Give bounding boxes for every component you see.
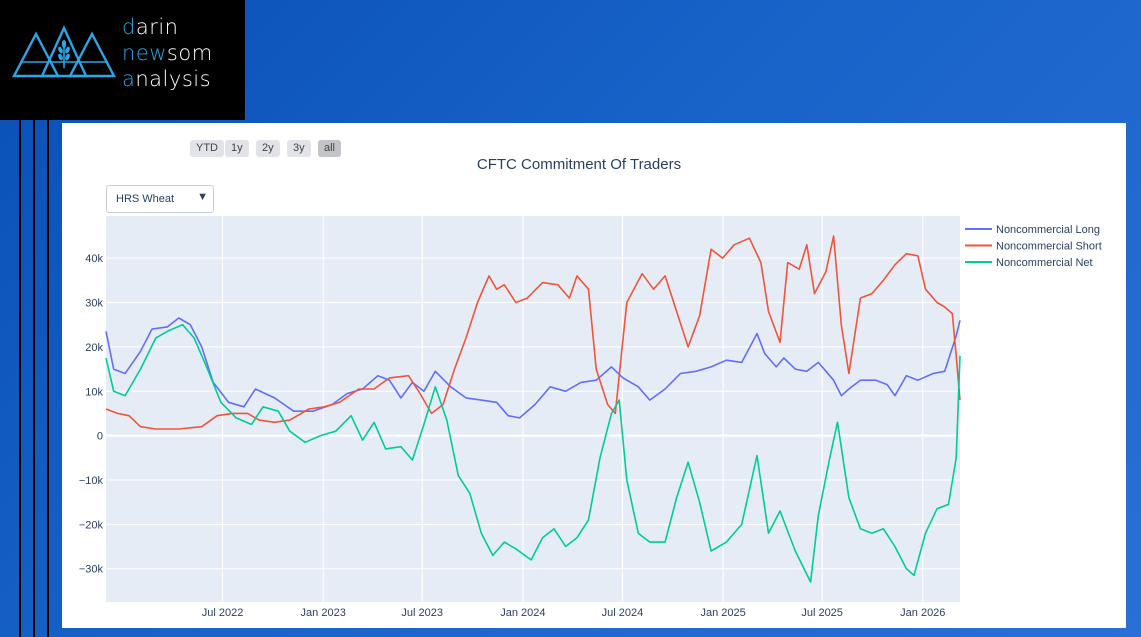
series-line-noncommercial-short[interactable]: [105, 235, 961, 430]
range-3y-button[interactable]: 3y: [287, 140, 311, 157]
x-tick-label: Jul 2024: [602, 607, 644, 619]
y-tick-label: 0: [97, 431, 103, 443]
legend-item-label[interactable]: Noncommercial Short: [996, 241, 1102, 253]
decorative-divider: [47, 120, 49, 637]
range-ytd-button[interactable]: YTD: [190, 140, 224, 157]
legend-item-label[interactable]: Noncommercial Long: [996, 224, 1100, 236]
commodity-select-value: HRS Wheat: [116, 193, 175, 205]
logo: darin newsom analysis: [0, 0, 245, 120]
x-tick-label: Jul 2025: [801, 607, 843, 619]
range-all-button[interactable]: all: [318, 140, 342, 157]
legend-item-label[interactable]: Noncommercial Net: [996, 257, 1093, 269]
y-tick-label: 30k: [85, 298, 103, 310]
x-tick-label: Jan 2023: [301, 607, 346, 619]
chart-title: CFTC Commitment Of Traders: [476, 156, 682, 173]
x-tick-label: Jan 2026: [900, 607, 945, 619]
commodity-select[interactable]: HRS Wheat ▼: [106, 185, 214, 213]
series-line-noncommercial-long[interactable]: [105, 317, 961, 419]
x-tick-label: Jul 2022: [202, 607, 244, 619]
y-tick-label: 10k: [85, 386, 103, 398]
x-tick-label: Jan 2024: [500, 607, 545, 619]
range-1y-button[interactable]: 1y: [225, 140, 249, 157]
chart-panel: Jul 2022 Jan 2023 Jul 2023 Jan 2024 Jul 2024…: [62, 123, 1126, 628]
decorative-divider: [19, 120, 21, 637]
mountain-wheat-logo-icon: [12, 25, 116, 78]
x-tick-label: Jul 2023: [401, 607, 443, 619]
range-2y-button[interactable]: 2y: [256, 140, 280, 157]
plot-background: [106, 216, 960, 602]
y-tick-label: −20k: [79, 519, 104, 531]
logo-wordmark: darin newsom analysis: [122, 15, 213, 91]
dropdown-arrow-icon: ▼: [197, 191, 208, 203]
y-tick-label: 40k: [85, 253, 103, 265]
x-tick-label: Jan 2025: [700, 607, 745, 619]
y-tick-label: 20k: [85, 342, 103, 354]
cot-line-chart[interactable]: Jul 2022 Jan 2023 Jul 2023 Jan 2024 Jul 2024…: [62, 123, 1126, 628]
y-tick-label: −30k: [79, 564, 104, 576]
decorative-divider: [33, 120, 35, 637]
series-line-noncommercial-net[interactable]: [105, 323, 961, 583]
y-tick-label: −10k: [79, 475, 104, 487]
